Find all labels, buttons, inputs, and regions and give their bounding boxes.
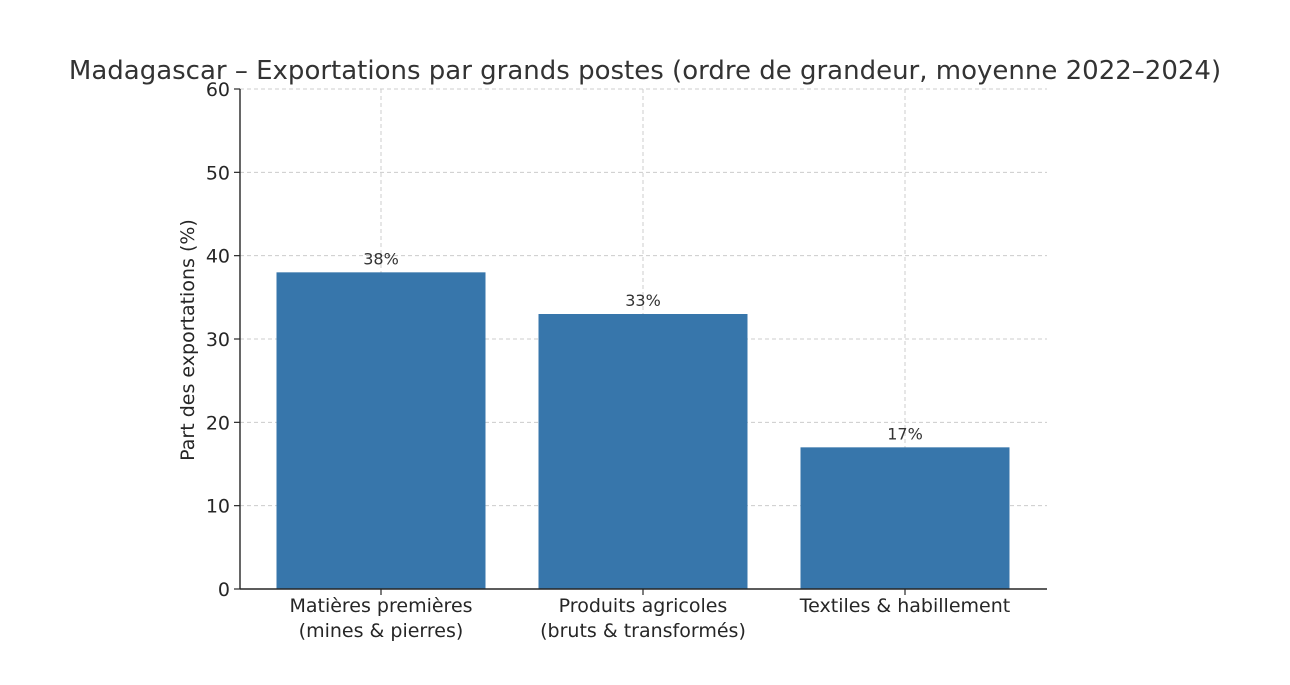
y-tick-label: 40 (206, 246, 230, 268)
x-tick-label: (bruts & transformés) (540, 620, 746, 642)
bar (538, 314, 748, 589)
y-tick-label: 60 (206, 79, 230, 101)
bar-data-label: 38% (363, 249, 399, 268)
y-axis-label: Part des exportations (%) (177, 219, 199, 461)
bar (800, 447, 1010, 589)
bar (276, 272, 486, 589)
chart-title: Madagascar – Exportations par grands pos… (69, 56, 1221, 86)
x-tick-label: Produits agricoles (559, 595, 728, 617)
x-tick-label: Textiles & habillement (799, 595, 1010, 617)
tick-labels: 0 10 20 30 40 50 60 38% 33% 17% Matières premières… (206, 79, 1010, 642)
y-tick-label: 30 (206, 329, 230, 351)
bars (276, 272, 1010, 589)
y-tick-label: 50 (206, 162, 230, 184)
bar-data-label: 33% (625, 291, 661, 310)
y-tick-label: 20 (206, 412, 230, 434)
x-tick-label: (mines & pierres) (299, 620, 464, 642)
axes (234, 88, 1047, 595)
y-tick-label: 0 (218, 579, 230, 601)
x-tick-label: Matières premières (289, 595, 472, 617)
bar-data-label: 17% (887, 424, 923, 443)
y-tick-label: 10 (206, 496, 230, 518)
